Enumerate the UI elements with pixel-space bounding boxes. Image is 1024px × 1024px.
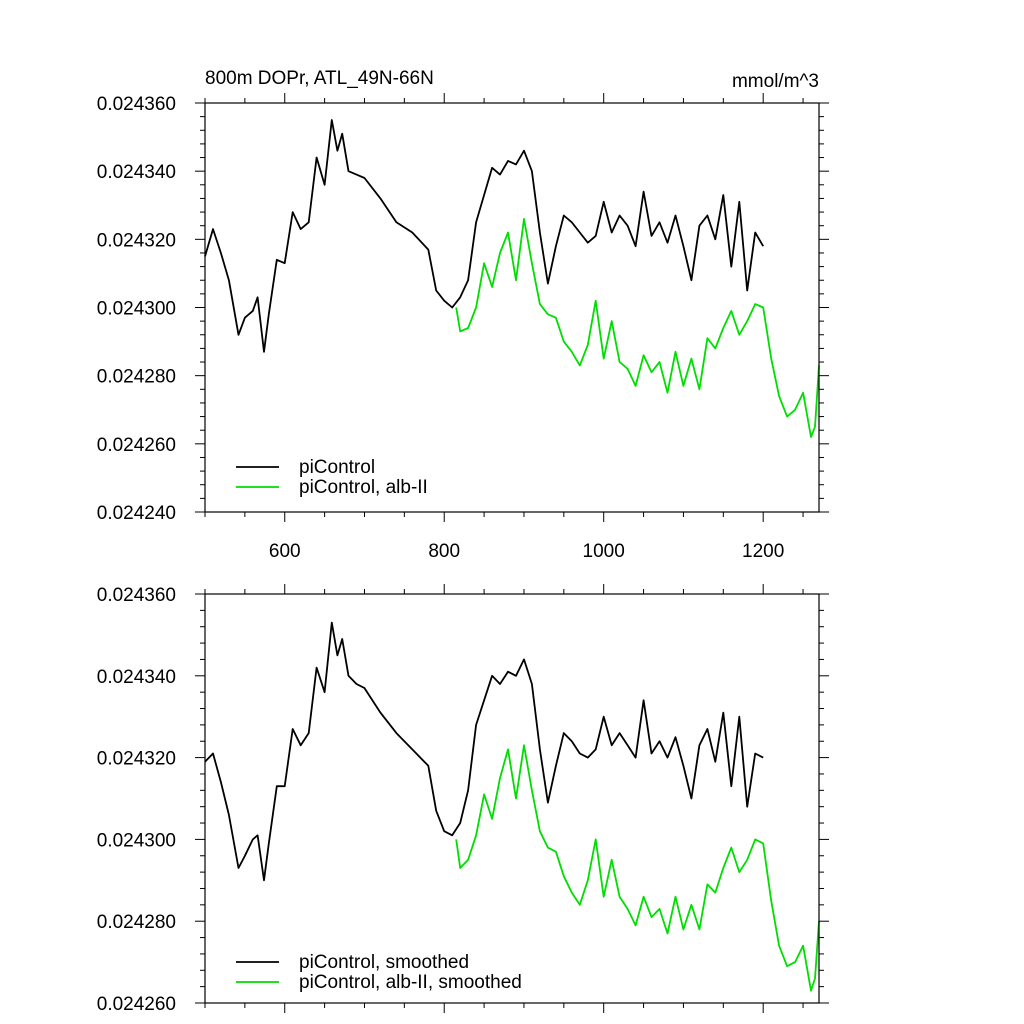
- series-line-0: [204, 621, 764, 882]
- y-tick-label: 0.024340: [97, 667, 176, 688]
- y-tick-label: 0.024360: [97, 585, 176, 606]
- x-tick-label: 800: [428, 541, 460, 562]
- legend-label: piControl, alb-II: [299, 477, 428, 498]
- top-panel: 600 800 1000 1200 0.024240 0.024260 0.024280 0.…: [97, 68, 829, 562]
- y-tick-label: 0.024260: [97, 435, 176, 456]
- y-tick-label: 0.024300: [97, 830, 176, 851]
- x-tick-label: 1000: [583, 541, 625, 562]
- y-tick-label: 0.024240: [97, 503, 176, 524]
- plot-frame: [204, 102, 820, 513]
- chart-title: 800m DOPr, ATL_49N-66N: [205, 68, 434, 89]
- plot-frame: [204, 593, 820, 1004]
- y-tick-label: 0.024280: [97, 367, 176, 388]
- y-tick-label: 0.024260: [97, 994, 176, 1015]
- y-tick-label: 0.024280: [97, 912, 176, 933]
- x-tick-label: 1200: [742, 541, 784, 562]
- legend-label: piControl: [299, 457, 375, 478]
- series-line-1: [455, 217, 820, 438]
- legend-label: piControl, alb-II, smoothed: [299, 972, 522, 993]
- y-tick-label: 0.024360: [97, 94, 176, 115]
- y-tick-label: 0.024300: [97, 299, 176, 320]
- y-tick-label: 0.024320: [97, 749, 176, 770]
- series-line-0: [204, 119, 764, 353]
- x-tick-label: 600: [269, 541, 301, 562]
- y-tick-label: 0.024340: [97, 162, 176, 183]
- series-line-1: [455, 744, 820, 992]
- legend-label: piControl, smoothed: [299, 952, 469, 973]
- bottom-panel: 0.024260 0.024280 0.024300 0.024320 0.024340…: [97, 584, 829, 1015]
- y-tick-label: 0.024320: [97, 230, 176, 251]
- units-label: mmol/m^3: [732, 71, 819, 92]
